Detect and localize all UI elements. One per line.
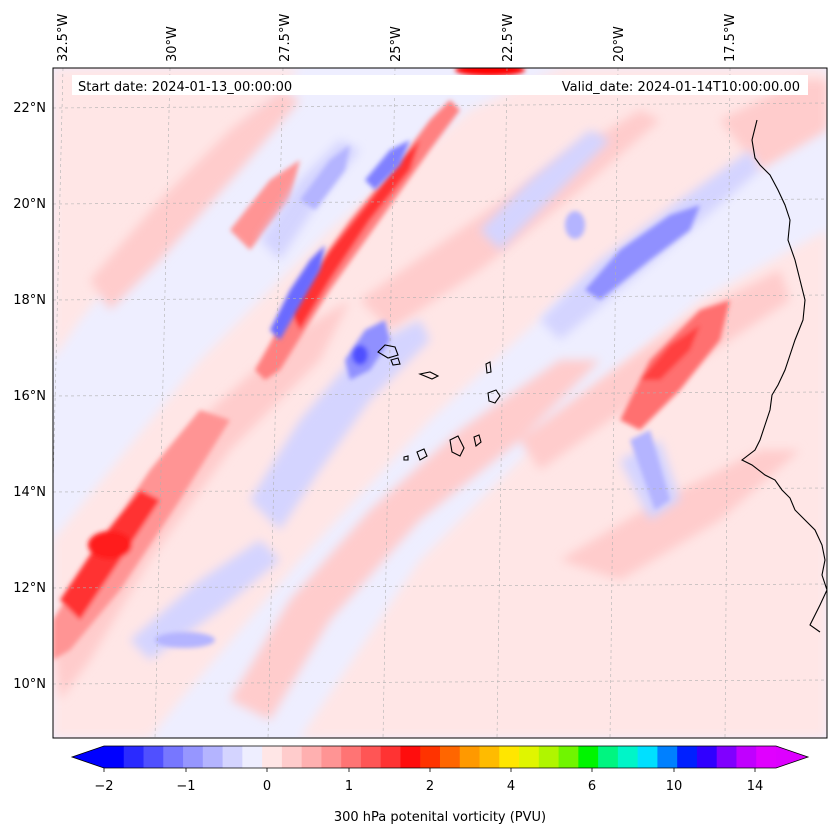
cape-verde-sao-vicente [390, 357, 401, 366]
colorbar-cell [202, 746, 223, 768]
latitude-labels: 22°N 20°N 18°N 16°N 14°N 12°N 10°N [13, 101, 46, 692]
colorbar: −2 −1 0 1 2 4 6 10 14 300 hPa potenital vorticit… [70, 745, 810, 825]
start-date-text: Start date: 2024-01-13_00:00:00 [78, 80, 292, 95]
colorbar-cell [479, 746, 500, 768]
colorbar-cell [242, 746, 263, 768]
lon-label: 20°W [612, 26, 627, 62]
colorbar-cell [538, 746, 559, 768]
colorbar-cell [262, 746, 283, 768]
colorbar-cell [321, 746, 342, 768]
colorbar-cell [558, 746, 579, 768]
colorbar-cell [696, 746, 718, 768]
map-panel: Start date: 2024-01-13_00:00:00 Valid_da… [52, 67, 828, 739]
cape-verde-santo-antao [377, 344, 399, 359]
colorbar-cell [281, 746, 303, 768]
cape-verde-maio [473, 434, 482, 447]
colorbar-tick-label: 6 [588, 779, 596, 794]
colorbar-cell [222, 746, 243, 768]
lon-label: 25°W [389, 26, 404, 62]
colorbar-tick-label: 14 [747, 779, 764, 794]
colorbar-cell [499, 746, 520, 768]
colorbar-tick-label: −2 [94, 779, 113, 794]
colorbar-cells [104, 746, 777, 768]
lon-label: 22.5°W [501, 14, 516, 62]
colorbar-cell [104, 746, 125, 768]
lon-label: 17.5°W [723, 14, 738, 62]
colorbar-label: 300 hPa potenital vorticity (PVU) [334, 810, 546, 825]
colorbar-tick-label: 2 [426, 779, 434, 794]
colorbar-under-arrow [72, 746, 104, 768]
colorbar-cell [677, 746, 698, 768]
colorbar-cell [459, 746, 480, 768]
colorbar-tick-label: 0 [263, 779, 271, 794]
cape-verde-sal [485, 361, 492, 374]
colorbar-tick-label: 10 [666, 779, 683, 794]
valid-date-text: Valid_date: 2024-01-14T10:00:00.00 [562, 80, 800, 95]
colorbar-cell [598, 746, 619, 768]
lat-label: 10°N [13, 677, 46, 692]
lon-label: 27.5°W [278, 14, 293, 62]
colorbar-cell [183, 746, 204, 768]
colorbar-cell [756, 746, 777, 768]
colorbar-cell [519, 746, 540, 768]
colorbar-cell [123, 746, 144, 768]
date-banner [72, 75, 808, 95]
colorbar-over-arrow [776, 746, 808, 768]
lat-label: 20°N [13, 197, 46, 212]
pv-positive-cores [53, 68, 730, 660]
colorbar-ticks: −2 −1 0 1 2 4 6 10 14 [94, 768, 763, 794]
colorbar-cell [420, 746, 441, 768]
colorbar-cell [440, 746, 461, 768]
colorbar-tick-label: 4 [507, 779, 515, 794]
colorbar-cell [163, 746, 184, 768]
colorbar-cell [341, 746, 362, 768]
lat-label: 14°N [13, 485, 46, 500]
lat-label: 18°N [13, 293, 46, 308]
colorbar-cell [736, 746, 757, 768]
colorbar-cell [716, 746, 737, 768]
colorbar-cell [617, 746, 639, 768]
colorbar-cell [578, 746, 599, 768]
lon-label: 30°W [165, 26, 180, 62]
cape-verde-brava [403, 455, 409, 461]
coastlines [377, 119, 827, 633]
colorbar-cell [143, 746, 164, 768]
colorbar-cell [657, 746, 678, 768]
colorbar-tick-label: 1 [345, 779, 353, 794]
longitude-labels: 32.5°W 30°W 27.5°W 25°W 22.5°W 20°W 17.5… [56, 14, 738, 62]
cape-verde-boa-vista [487, 389, 501, 404]
pv-negative-cores [155, 140, 700, 648]
pv-field [53, 68, 827, 738]
cape-verde-santiago [449, 435, 465, 457]
lon-label: 32.5°W [56, 14, 71, 62]
colorbar-cell [637, 746, 658, 768]
lat-label: 22°N [13, 101, 46, 116]
graticule [53, 68, 827, 738]
colorbar-cell [380, 746, 401, 768]
africa-coastline [740, 119, 827, 633]
colorbar-cell [360, 746, 382, 768]
cape-verde-fogo [416, 448, 428, 461]
cape-verde-sao-nicolau [418, 371, 440, 380]
lat-label: 12°N [13, 581, 46, 596]
colorbar-cell [400, 746, 421, 768]
colorbar-cell [301, 746, 322, 768]
map-frame [52, 67, 828, 739]
colorbar-tick-label: −1 [176, 779, 195, 794]
lat-label: 16°N [13, 389, 46, 404]
